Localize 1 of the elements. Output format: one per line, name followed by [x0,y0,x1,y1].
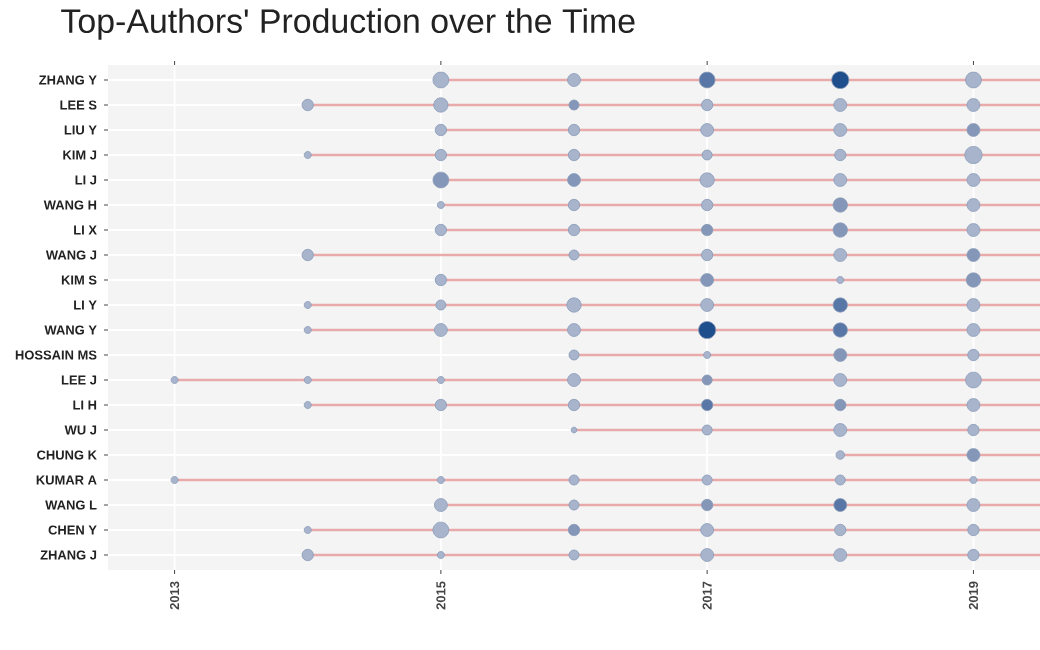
chart-title: Top-Authors' Production over the Time [61,8,635,40]
